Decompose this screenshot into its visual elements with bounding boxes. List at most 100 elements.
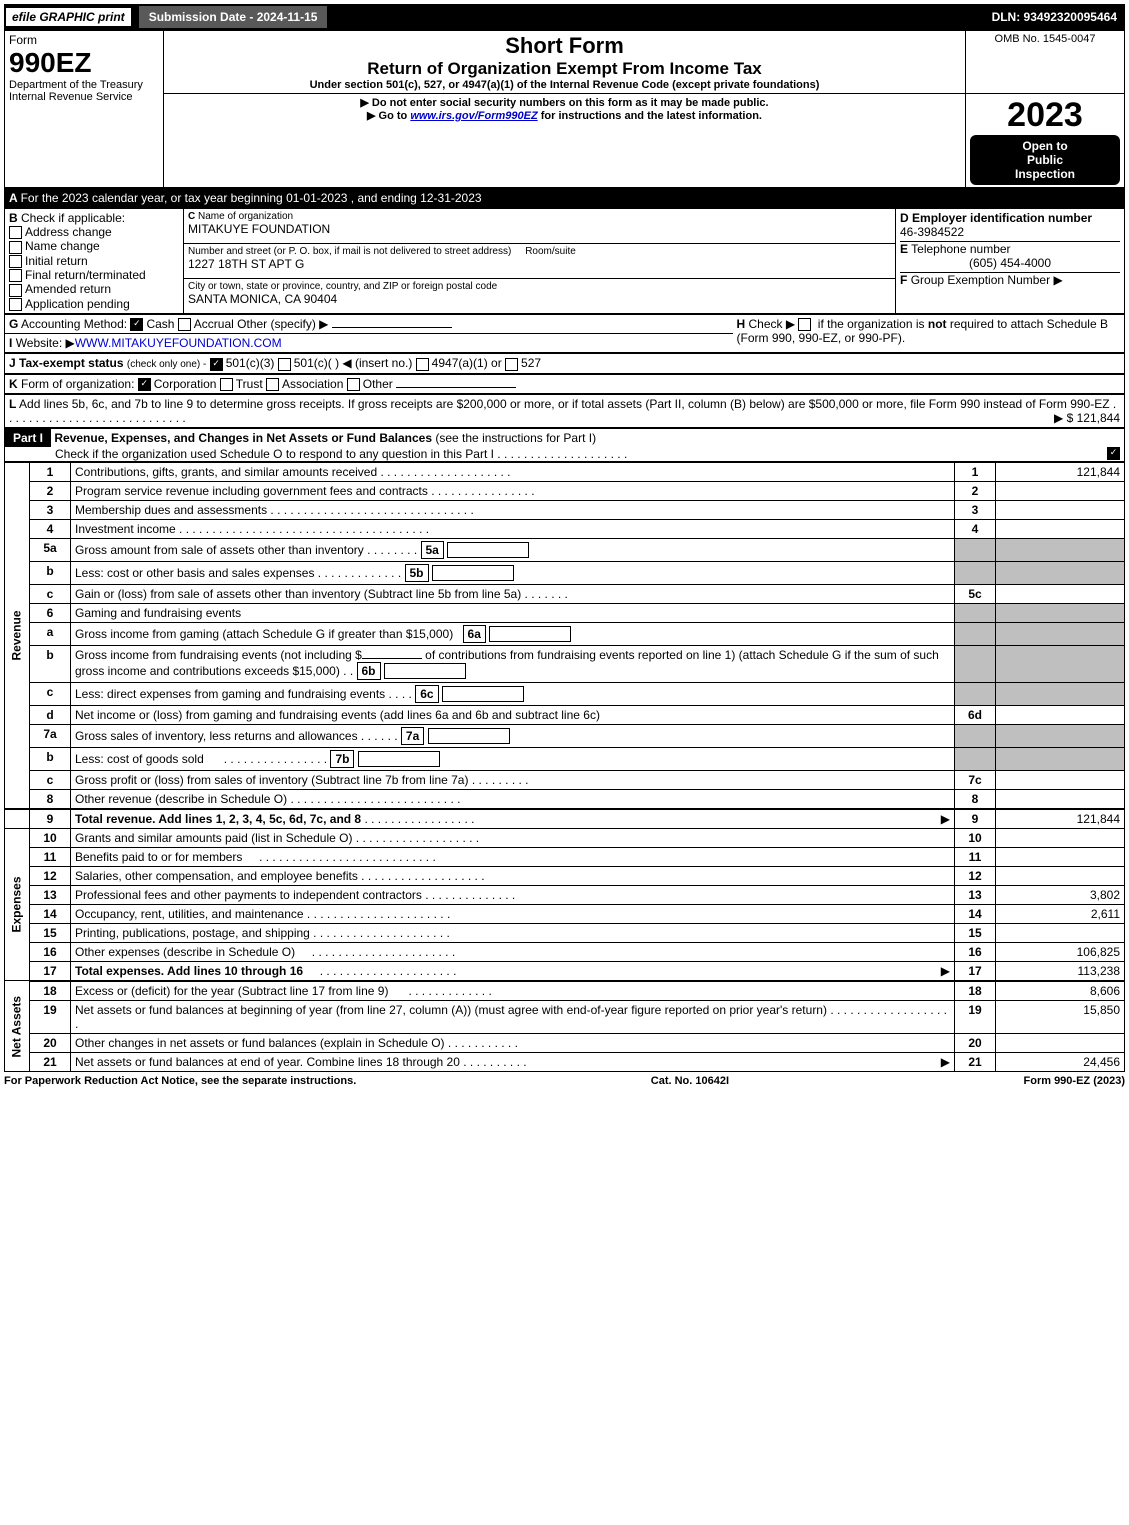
dln: DLN: 93492320095464 [984,6,1125,28]
ln-11: 11 [30,847,71,866]
k-other-line[interactable] [396,387,516,388]
ln-6: 6 [30,603,71,622]
ls-5a: 5a [421,541,444,559]
chk-schedule-o[interactable] [1107,447,1120,460]
j-small: (check only one) - [127,359,206,370]
h-not: not [928,317,947,331]
ln-6a: a [30,622,71,645]
chk-527[interactable] [505,358,518,371]
opt-pending: Application pending [25,297,130,311]
ln-3: 3 [30,500,71,519]
ls-6b: 6b [357,662,381,680]
lv-7c [996,770,1125,789]
ld-6b: Gross income from fundraising events (no… [75,648,362,662]
g-label: Accounting Method: [21,317,127,331]
dept-2: Internal Revenue Service [9,91,159,103]
ln-6d: d [30,705,71,724]
ls-5b: 5b [405,564,429,582]
chk-cash[interactable] [130,318,143,331]
irs-link[interactable]: www.irs.gov/Form990EZ [410,110,537,122]
website-link[interactable]: WWW.MITAKUYEFOUNDATION.COM [75,336,282,350]
ln-1: 1 [30,462,71,481]
chk-final[interactable] [9,269,22,282]
ld-18: Excess or (deficit) for the year (Subtra… [75,984,388,998]
ln-12: 12 [30,866,71,885]
part1-paren: (see the instructions for Part I) [435,431,596,445]
l6b-blank[interactable] [362,658,422,659]
ld-6a: Gross income from gaming (attach Schedul… [75,627,453,641]
chk-amended[interactable] [9,284,22,297]
opt-name: Name change [25,239,100,253]
g-accrual: Accrual [194,317,234,331]
ld-19: Net assets or fund balances at beginning… [75,1003,827,1017]
j-527: 527 [521,356,541,370]
open-3: Inspection [1015,167,1075,181]
b-label: Check if applicable: [21,211,125,225]
opt-final: Final return/terminated [25,268,146,282]
opt-initial: Initial return [25,254,88,268]
g-other-line[interactable] [332,327,452,328]
open-2: Public [1027,153,1063,167]
chk-initial[interactable] [9,255,22,268]
note-ssn: ▶ Do not enter social security numbers o… [168,96,961,109]
ln-9: 9 [30,809,71,829]
lv-5c [996,584,1125,603]
lv-21: 24,456 [996,1052,1125,1071]
chk-accrual[interactable] [178,318,191,331]
j-block: J Tax-exempt status (check only one) - 5… [4,353,1125,373]
ln-5b: b [30,561,71,584]
chk-corp[interactable] [138,378,151,391]
opt-address: Address change [25,225,112,239]
open-to-public: Open to Public Inspection [970,135,1120,185]
efile-label[interactable]: efile GRAPHIC print [4,6,133,28]
chk-trust[interactable] [220,378,233,391]
lr-5c: 5c [955,584,996,603]
chk-501c[interactable] [278,358,291,371]
chk-pending[interactable] [9,298,22,311]
section-a: A For the 2023 calendar year, or tax yea… [4,188,1125,208]
lv-11 [996,847,1125,866]
k-block: K Form of organization: Corporation Trus… [4,374,1125,394]
note-goto: ▶ Go to www.irs.gov/Form990EZ for instru… [168,109,961,122]
ls-6c: 6c [415,685,438,703]
chk-other[interactable] [347,378,360,391]
ls-7a: 7a [401,727,424,745]
city: SANTA MONICA, CA 90404 [188,292,891,306]
ln-15: 15 [30,923,71,942]
lv-1: 121,844 [996,462,1125,481]
ld-15: Printing, publications, postage, and shi… [75,926,310,940]
h-rest: if the organization is [818,317,925,331]
ld-14: Occupancy, rent, utilities, and maintena… [75,907,304,921]
tax-year: 2023 [970,96,1120,135]
ln-5a: 5a [30,538,71,561]
chk-4947[interactable] [416,358,429,371]
ld-12: Salaries, other compensation, and employ… [75,869,358,883]
ld-10: Grants and similar amounts paid (list in… [75,831,352,845]
ld-1: Contributions, gifts, grants, and simila… [75,465,377,479]
ln-17: 17 [30,961,71,981]
chk-h[interactable] [798,318,811,331]
lv-10 [996,828,1125,847]
ld-6: Gaming and fundraising events [75,606,241,620]
ln-4: 4 [30,519,71,538]
ld-5c: Gain or (loss) from sale of assets other… [75,587,521,601]
telephone: (605) 454-4000 [900,256,1120,270]
f-label: Group Exemption Number [911,273,1050,287]
ln-21: 21 [30,1052,71,1071]
footer-right: Form 990-EZ (2023) [1024,1075,1126,1087]
lr-9: 9 [955,809,996,829]
lr-8: 8 [955,789,996,809]
chk-address[interactable] [9,226,22,239]
chk-501c3[interactable] [210,358,223,371]
h-check: Check ▶ [749,317,796,331]
lv-6d [996,705,1125,724]
k-trust: Trust [236,377,263,391]
lv-17: 113,238 [996,961,1125,981]
form-number: 990EZ [9,47,159,79]
netassets-label: Net Assets [5,981,30,1072]
ld-5b: Less: cost or other basis and sales expe… [75,566,314,580]
ld-8: Other revenue (describe in Schedule O) [75,792,287,806]
chk-assoc[interactable] [266,378,279,391]
return-subtitle: Return of Organization Exempt From Incom… [168,59,961,79]
chk-name[interactable] [9,241,22,254]
